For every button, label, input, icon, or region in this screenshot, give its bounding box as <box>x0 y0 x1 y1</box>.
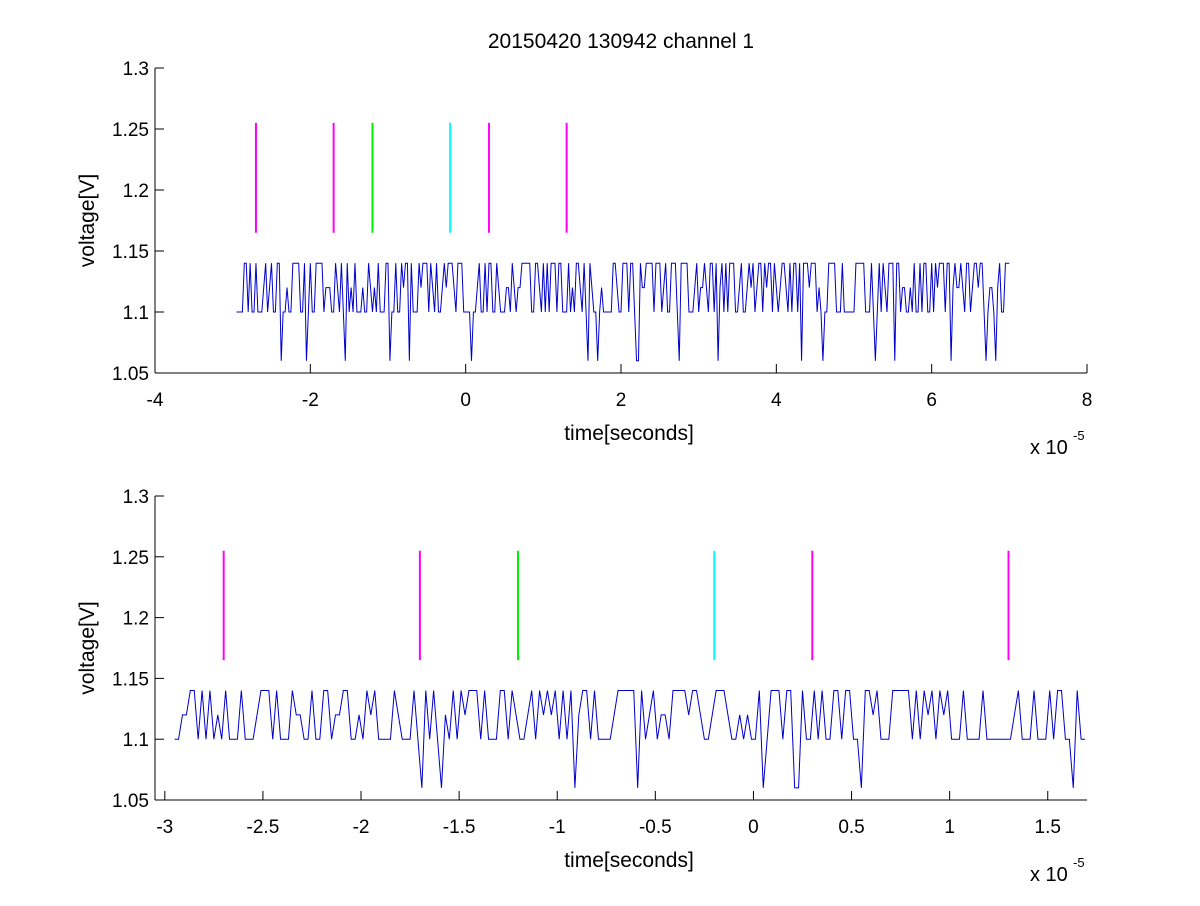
x-tick-label: -4 <box>147 390 164 411</box>
x-tick-label: -3 <box>156 817 173 838</box>
x-tick-label: 4 <box>771 390 782 411</box>
y-tick-label: 1.2 <box>123 181 149 202</box>
x-tick-label: 6 <box>926 390 937 411</box>
x-multiplier-exponent: -5 <box>1073 428 1085 443</box>
x-multiplier-exponent: -5 <box>1073 855 1085 870</box>
x-multiplier-label: x 10 <box>1030 437 1068 459</box>
y-axis-label: voltage[V] <box>76 601 99 694</box>
x-tick-label: 8 <box>1082 390 1093 411</box>
y-axis-label: voltage[V] <box>76 174 99 267</box>
x-tick-label: 1 <box>944 817 955 838</box>
y-tick-label: 1.15 <box>112 242 149 263</box>
y-tick-label: 1.3 <box>123 487 149 508</box>
y-tick-label: 1.15 <box>112 669 149 690</box>
x-tick-label: 1.5 <box>1035 817 1061 838</box>
y-tick-label: 1.1 <box>123 730 149 751</box>
x-tick-label: -0.5 <box>639 817 672 838</box>
x-tick-label: -1 <box>549 817 566 838</box>
x-tick-label: -2 <box>353 817 370 838</box>
x-tick-label: 0 <box>748 817 759 838</box>
y-tick-label: 1.1 <box>123 303 149 324</box>
x-axis-label: time[seconds] <box>564 849 694 872</box>
chart-title: 20150420 130942 channel 1 <box>488 30 754 53</box>
y-tick-label: 1.25 <box>112 120 149 141</box>
x-tick-label: -2 <box>302 390 319 411</box>
bottom-plot: 1.05 1.1 1.15 1.2 1.25 1.3 -3 -2.5 -2 -1.5 -1 -0.5 0… <box>76 487 1087 886</box>
x-axis-label: time[seconds] <box>564 422 694 445</box>
y-tick-label: 1.05 <box>112 791 149 812</box>
y-tick-label: 1.2 <box>123 609 149 630</box>
x-tick-label: 2 <box>616 390 627 411</box>
x-multiplier-label: x 10 <box>1030 864 1068 886</box>
top-plot: 1.05 1.1 1.15 1.2 1.25 1.3 -4 -2 0 2 4 6 8 time[secon… <box>76 30 1092 459</box>
x-tick-label: 0 <box>460 390 471 411</box>
x-tick-label: -2.5 <box>247 817 280 838</box>
voltage-signal-line <box>174 690 1086 789</box>
y-tick-label: 1.05 <box>112 364 149 385</box>
voltage-signal-line <box>236 262 1010 362</box>
y-tick-label: 1.25 <box>112 548 149 569</box>
y-tick-label: 1.3 <box>123 59 149 80</box>
x-tick-label: -1.5 <box>443 817 476 838</box>
x-tick-label: 0.5 <box>838 817 864 838</box>
